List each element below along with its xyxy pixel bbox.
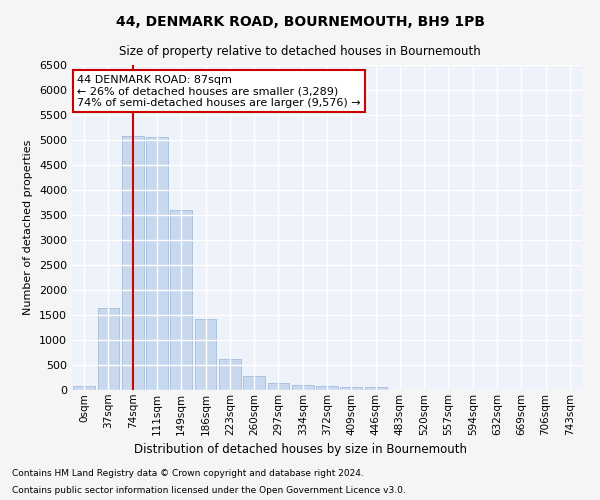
Bar (292, 384, 314, 390)
Text: Contains public sector information licensed under the Open Government Licence v3: Contains public sector information licen… (12, 486, 406, 495)
Text: Distribution of detached houses by size in Bournemouth: Distribution of detached houses by size … (133, 442, 467, 456)
Text: Size of property relative to detached houses in Bournemouth: Size of property relative to detached ho… (119, 45, 481, 58)
Text: Contains HM Land Registry data © Crown copyright and database right 2024.: Contains HM Land Registry data © Crown c… (12, 468, 364, 477)
Text: 44, DENMARK ROAD, BOURNEMOUTH, BH9 1PB: 44, DENMARK ROAD, BOURNEMOUTH, BH9 1PB (115, 15, 485, 29)
Bar (73, 386, 95, 390)
Text: 44 DENMARK ROAD: 87sqm
← 26% of detached houses are smaller (3,289)
74% of semi-: 44 DENMARK ROAD: 87sqm ← 26% of detached… (77, 74, 361, 108)
Bar (268, 382, 289, 390)
Bar (219, 359, 241, 390)
Bar (194, 319, 217, 390)
Bar (340, 387, 362, 390)
Bar (146, 137, 168, 390)
Bar (316, 386, 338, 390)
Bar (122, 136, 143, 390)
Bar (365, 387, 386, 390)
Bar (170, 210, 192, 390)
Bar (97, 308, 119, 390)
Bar (243, 376, 265, 390)
Y-axis label: Number of detached properties: Number of detached properties (23, 140, 34, 315)
